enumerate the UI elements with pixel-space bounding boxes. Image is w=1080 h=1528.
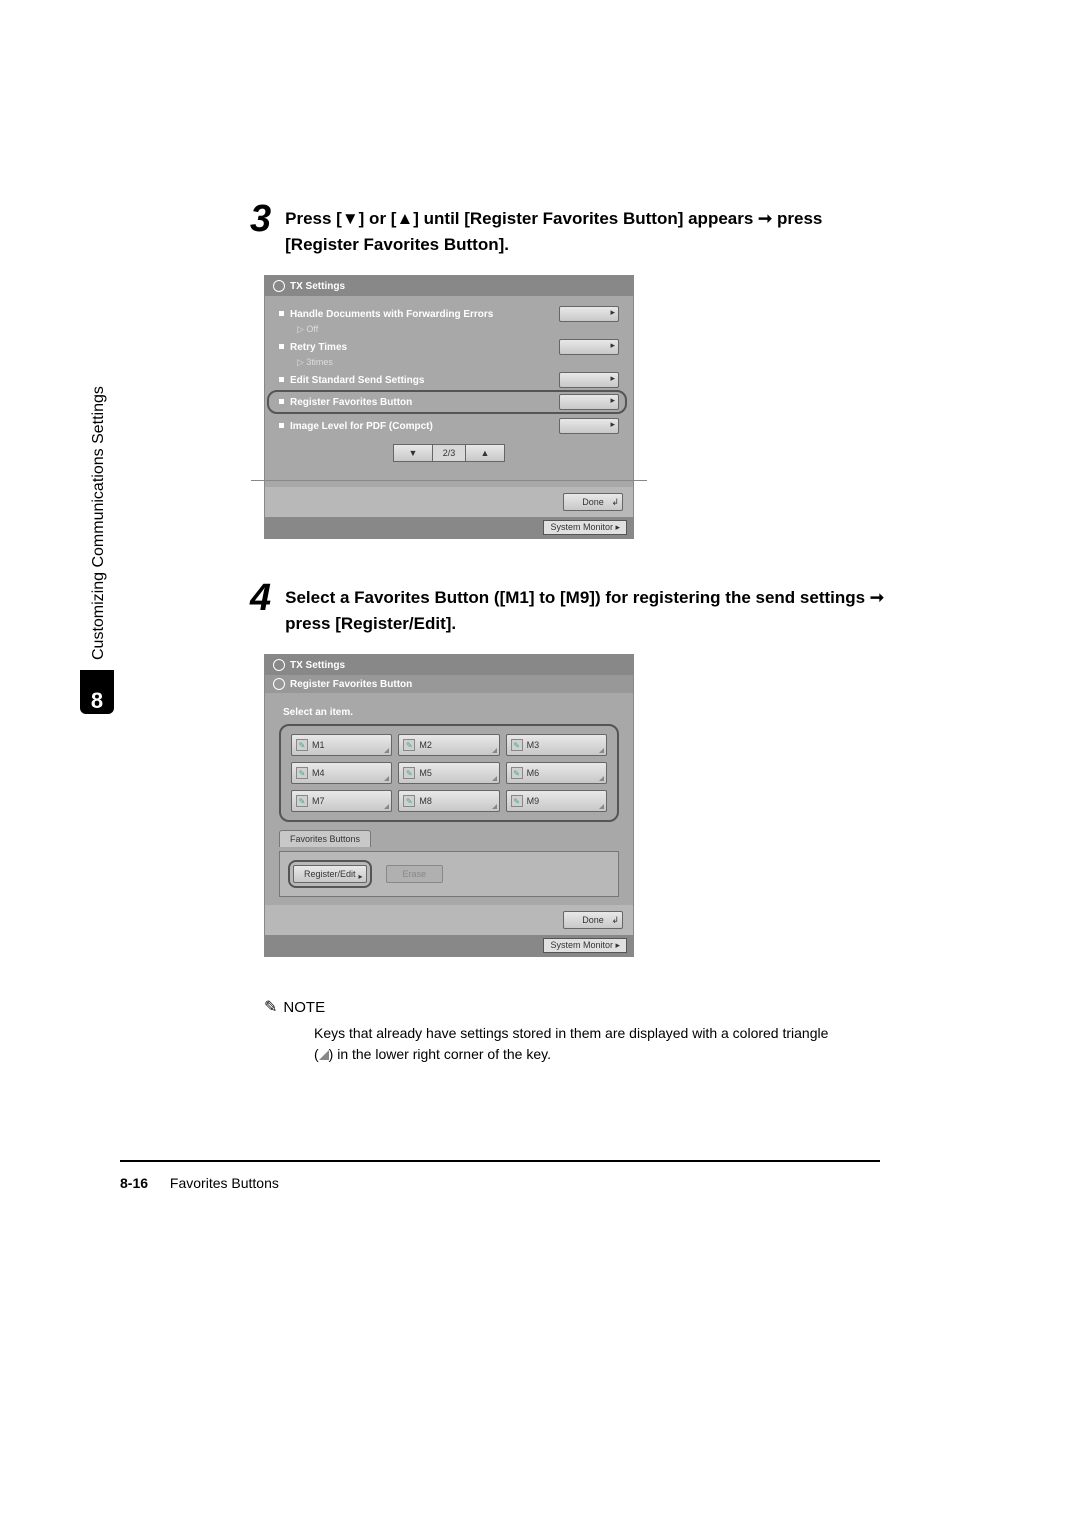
note-header: ✎ NOTE [264,997,890,1017]
setting-button[interactable] [559,306,619,322]
chapter-title: Customizing Communications Settings [90,386,108,660]
fav-icon: ✎ [296,795,308,807]
pager-up-button[interactable]: ▲ [465,444,505,462]
step-number: 4 [250,579,271,617]
m6-button[interactable]: ✎M6 [506,762,607,784]
fav-icon: ✎ [403,795,415,807]
done-button[interactable]: Done [563,493,623,511]
step-number: 3 [250,200,271,238]
pager-down-button[interactable]: ▼ [393,444,433,462]
back-icon[interactable] [273,678,285,690]
m1-button[interactable]: ✎M1 [291,734,392,756]
setting-button[interactable] [559,394,619,410]
m8-button[interactable]: ✎M8 [398,790,499,812]
fav-icon: ✎ [511,767,523,779]
setting-label: Edit Standard Send Settings [279,375,424,386]
screenshot-title: TX Settings [290,660,345,671]
setting-sublabel: ▷ 3times [297,357,619,368]
setting-row: Image Level for PDF (Compct) [279,418,619,434]
screenshot-body: Handle Documents with Forwarding Errors … [265,296,633,474]
setting-row: Edit Standard Send Settings [279,372,619,388]
erase-button[interactable]: Erase [386,865,444,883]
screenshot-body: Select an item. ✎M1 ✎M2 ✎M3 ✎M4 ✎M5 ✎M6 … [265,693,633,905]
setting-button[interactable] [559,418,619,434]
screenshot-tx-settings-1: TX Settings Handle Documents with Forwar… [264,275,634,539]
footer-rule [120,1160,880,1162]
setting-row-highlighted: Register Favorites Button [279,394,619,410]
system-monitor-row: System Monitor ▸ [265,517,633,538]
step-4: 4 Select a Favorites Button ([M1] to [M9… [250,579,890,636]
step-text: Press [▼] or [▲] until [Register Favorit… [285,200,890,257]
setting-button[interactable] [559,372,619,388]
setting-label: Register Favorites Button [279,397,412,408]
note-block: ✎ NOTE Keys that already have settings s… [264,997,890,1065]
screenshot-header: TX Settings [265,655,633,675]
note-body: Keys that already have settings stored i… [314,1023,854,1065]
setting-row: Handle Documents with Forwarding Errors [279,306,619,322]
fav-icon: ✎ [403,767,415,779]
fav-icon: ✎ [296,767,308,779]
setting-label: Retry Times [279,342,347,353]
footer-title: Favorites Buttons [170,1175,279,1191]
m7-button[interactable]: ✎M7 [291,790,392,812]
chapter-number-badge: 8 [80,670,114,714]
screenshot-header: TX Settings [265,276,633,296]
screenshot-subtitle: Register Favorites Button [290,679,412,690]
tab-row: Favorites Buttons [279,830,619,847]
m-button-grid-highlight: ✎M1 ✎M2 ✎M3 ✎M4 ✎M5 ✎M6 ✎M7 ✎M8 ✎M9 [279,724,619,822]
setting-label: Image Level for PDF (Compct) [279,421,433,432]
done-button[interactable]: Done [563,911,623,929]
page-content: 3 Press [▼] or [▲] until [Register Favor… [250,200,890,1065]
register-edit-highlight: Register/Edit [288,860,372,888]
triangle-icon [319,1050,329,1060]
fav-icon: ✎ [403,739,415,751]
pager-indicator: 2/3 [433,444,465,462]
header-icon [273,280,285,292]
page-number: 8-16 [120,1175,148,1191]
setting-button[interactable] [559,339,619,355]
screenshot-title: TX Settings [290,281,345,292]
note-icon: ✎ [264,997,277,1017]
step-3: 3 Press [▼] or [▲] until [Register Favor… [250,200,890,257]
m4-button[interactable]: ✎M4 [291,762,392,784]
m3-button[interactable]: ✎M3 [506,734,607,756]
favorites-buttons-tab[interactable]: Favorites Buttons [279,830,371,847]
select-label: Select an item. [283,707,619,718]
fav-icon: ✎ [296,739,308,751]
note-label: NOTE [283,999,325,1016]
done-row: Done [265,905,633,935]
screenshot-tx-settings-2: TX Settings Register Favorites Button Se… [264,654,634,957]
step-text: Select a Favorites Button ([M1] to [M9])… [285,579,890,636]
system-monitor-button[interactable]: System Monitor ▸ [543,520,627,535]
system-monitor-button[interactable]: System Monitor ▸ [543,938,627,953]
setting-row: Retry Times [279,339,619,355]
header-icon [273,659,285,671]
fav-icon: ✎ [511,795,523,807]
pager: ▼ 2/3 ▲ [279,444,619,462]
m2-button[interactable]: ✎M2 [398,734,499,756]
m-button-grid: ✎M1 ✎M2 ✎M3 ✎M4 ✎M5 ✎M6 ✎M7 ✎M8 ✎M9 [291,734,607,812]
tab-content: Register/Edit Erase [279,851,619,897]
setting-label: Handle Documents with Forwarding Errors [279,309,493,320]
m9-button[interactable]: ✎M9 [506,790,607,812]
page-footer: 8-16 Favorites Buttons [120,1175,279,1191]
m5-button[interactable]: ✎M5 [398,762,499,784]
fav-icon: ✎ [511,739,523,751]
done-row: Done [265,487,633,517]
setting-sublabel: ▷ Off [297,324,619,335]
system-monitor-row: System Monitor ▸ [265,935,633,956]
register-edit-button[interactable]: Register/Edit [293,865,367,883]
screenshot-subheader: Register Favorites Button [265,675,633,693]
